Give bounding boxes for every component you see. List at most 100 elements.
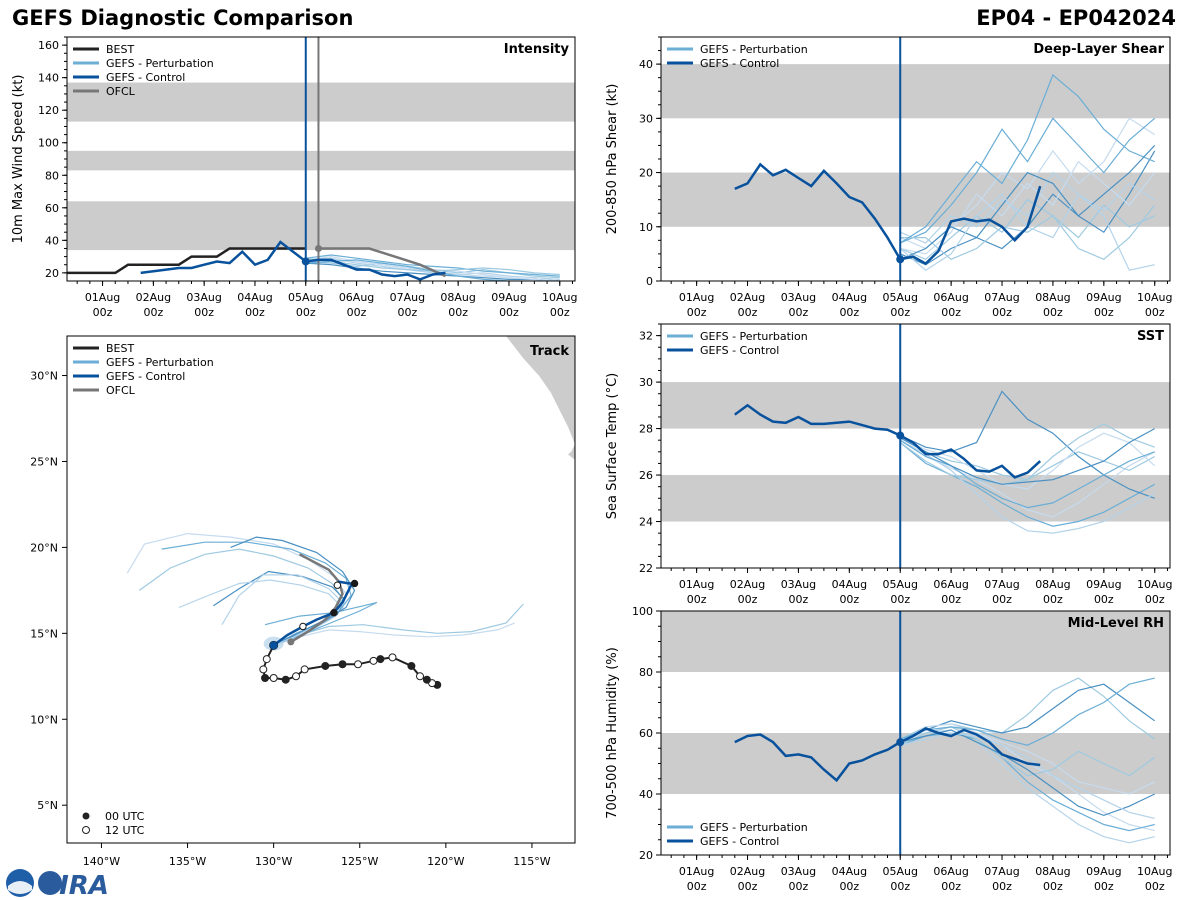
x-tick-hour: 00z	[992, 306, 1012, 319]
control-line	[734, 162, 1042, 266]
y-tick-label: 20	[639, 167, 653, 180]
control-line	[734, 403, 1042, 479]
lon-tick-label: 140°W	[83, 855, 120, 868]
perturbation-track	[273, 622, 515, 646]
x-tick-date: 01Aug	[679, 865, 714, 878]
plot-area	[661, 37, 1170, 281]
x-tick-date: 02Aug	[136, 291, 171, 304]
legend-label: GEFS - Perturbation	[700, 43, 808, 56]
x-tick-date: 09Aug	[1086, 865, 1121, 878]
y-tick-label: 100	[632, 605, 653, 618]
perturbation-line	[899, 439, 1155, 534]
x-tick-date: 07Aug	[984, 865, 1019, 878]
x-tick-hour: 00z	[1145, 306, 1165, 319]
figure-title: GEFS Diagnostic Comparison	[12, 6, 354, 30]
panel-title: Track	[530, 344, 569, 359]
lon-tick-label: 125°W	[341, 855, 378, 868]
x-tick-date: 07Aug	[984, 578, 1019, 591]
x-tick-date: 06Aug	[933, 291, 968, 304]
x-tick-hour: 00z	[687, 880, 707, 893]
legend-label: GEFS - Control	[700, 835, 779, 848]
track-panel: 140°W 135°W 130°W 125°W 120°W 115°W 5°N 10°N 15°…	[30, 335, 576, 868]
y-tick-label: 80	[45, 169, 59, 182]
best-track-marker	[376, 655, 385, 664]
y-tick-label: 10	[639, 221, 653, 234]
land-mass	[568, 444, 575, 460]
axes-frame	[660, 323, 1171, 569]
x-tick-hour: 00z	[839, 880, 859, 893]
ofcl-track-marker	[287, 638, 295, 646]
threshold-band	[67, 201, 575, 251]
x-tick-date: 09Aug	[1086, 291, 1121, 304]
x-tick-hour: 00z	[789, 880, 809, 893]
x-tick-date: 04Aug	[832, 578, 867, 591]
shear-panel: 0 10 20 30 40 01Aug 00z 02Aug 00z 03Aug 00z 04Aug 00…	[605, 36, 1172, 319]
legend-label: BEST	[106, 342, 134, 355]
x-tick-date: 10Aug	[542, 291, 577, 304]
control-line	[734, 727, 1041, 783]
x-tick-date: 03Aug	[186, 291, 221, 304]
x-tick-hour: 00z	[687, 593, 707, 606]
logo-group: CIRA	[6, 869, 109, 900]
x-tick-hour: 00z	[1043, 880, 1063, 893]
x-tick-hour: 00z	[738, 880, 758, 893]
lon-tick-label: 120°W	[427, 855, 464, 868]
legend-label: BEST	[106, 43, 134, 56]
x-tick-hour: 00z	[1145, 880, 1165, 893]
y-tick-label: 30	[639, 112, 653, 125]
control-init-marker	[269, 641, 278, 650]
x-tick-hour: 00z	[1145, 593, 1165, 606]
noaa-wave-icon	[8, 881, 32, 894]
y-tick-label: 40	[639, 788, 653, 801]
perturbation-line	[899, 432, 1156, 490]
x-tick-date: 04Aug	[832, 291, 867, 304]
plot-area	[661, 611, 1170, 855]
threshold-band	[661, 611, 1170, 672]
x-tick-hour: 00z	[789, 593, 809, 606]
init-marker	[896, 431, 905, 440]
y-tick-label: 60	[45, 202, 59, 215]
perturbation-line	[899, 428, 1155, 485]
y-tick-label: 26	[639, 469, 653, 482]
best-track-marker	[292, 672, 301, 681]
perturbation-track	[178, 579, 340, 646]
best-track-marker	[269, 674, 278, 683]
control-track-marker	[330, 609, 338, 617]
panel-title: Mid-Level RH	[1068, 616, 1164, 631]
panel-title: Deep-Layer Shear	[1033, 42, 1164, 57]
legend-label: OFCL	[106, 85, 136, 98]
control-track-marker	[299, 622, 307, 631]
x-tick-date: 08Aug	[1035, 865, 1070, 878]
y-tick-label: 160	[38, 39, 59, 52]
legend-label: GEFS - Control	[700, 344, 779, 357]
x-tick-hour: 00z	[143, 306, 163, 319]
x-tick-date: 05Aug	[288, 291, 323, 304]
best-line	[67, 247, 306, 275]
map-area	[126, 336, 575, 689]
lat-tick-label: 25°N	[30, 455, 58, 468]
legend-label: GEFS - Perturbation	[106, 356, 214, 369]
x-tick-date: 06Aug	[933, 578, 968, 591]
perturbation-line	[900, 729, 1155, 817]
perturbation-track	[213, 570, 345, 646]
lat-tick-label: 20°N	[30, 541, 58, 554]
perturbation-line	[899, 198, 1155, 260]
perturbation-line	[899, 683, 1156, 743]
y-tick-label: 20	[45, 267, 59, 280]
best-track-marker	[416, 672, 425, 681]
best-track-marker	[407, 661, 416, 670]
best-track-marker	[300, 665, 309, 674]
x-tick-date: 08Aug	[440, 291, 475, 304]
x-tick-hour: 00z	[992, 880, 1012, 893]
legend-marker-12	[82, 826, 90, 834]
x-tick-hour: 00z	[93, 306, 113, 319]
legend-label: 00 UTC	[105, 810, 145, 823]
y-axis-label: 10m Max Wind Speed (kt)	[11, 75, 26, 244]
perturbation-line	[900, 729, 1155, 844]
legend-label: GEFS - Control	[106, 71, 185, 84]
y-tick-label: 40	[45, 234, 59, 247]
rh-panel: 20 40 60 80 100 01Aug 00z 02Aug 00z 03Aug 00z 04Aug…	[605, 605, 1172, 893]
y-tick-label: 120	[38, 104, 59, 117]
legend-label: GEFS - Perturbation	[106, 57, 214, 70]
perturbation-line	[899, 144, 1156, 260]
